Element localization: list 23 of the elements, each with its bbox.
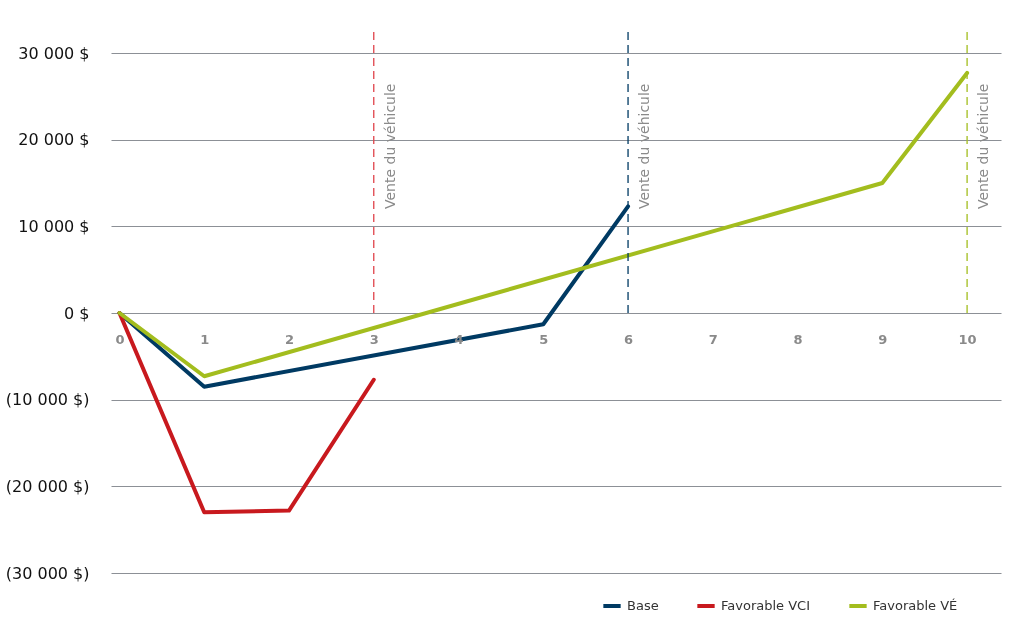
x-tick-label: 10 (958, 331, 977, 347)
ref-line-label: Vente du véhicule (381, 83, 398, 209)
legend-label: Favorable VCI (721, 598, 811, 613)
ref-line-label: Vente du véhicule (975, 83, 992, 209)
y-tick-label: 30 000 $ (18, 43, 90, 63)
y-tick-label: 0 $ (64, 303, 90, 323)
x-tick-label: 6 (624, 331, 634, 347)
x-tick-label: 8 (793, 331, 803, 347)
y-tick-label: (10 000 $) (5, 390, 90, 410)
legend-label: Base (627, 598, 659, 613)
y-tick-label: 10 000 $ (18, 216, 90, 236)
y-tick-label: (30 000 $) (5, 563, 90, 583)
x-tick-label: 1 (200, 331, 210, 347)
y-tick-label: 20 000 $ (18, 130, 90, 150)
ref-line-label: Vente du véhicule (636, 83, 653, 209)
x-tick-label: 5 (539, 331, 549, 347)
legend-label: Favorable VÉ (873, 598, 958, 613)
x-tick-label: 2 (284, 331, 295, 347)
x-tick-label: 9 (878, 331, 888, 347)
x-tick-label: 3 (369, 331, 379, 347)
x-tick-label: 7 (708, 331, 718, 347)
x-tick-label: 0 (115, 331, 125, 347)
y-tick-label: (20 000 $) (5, 476, 90, 496)
